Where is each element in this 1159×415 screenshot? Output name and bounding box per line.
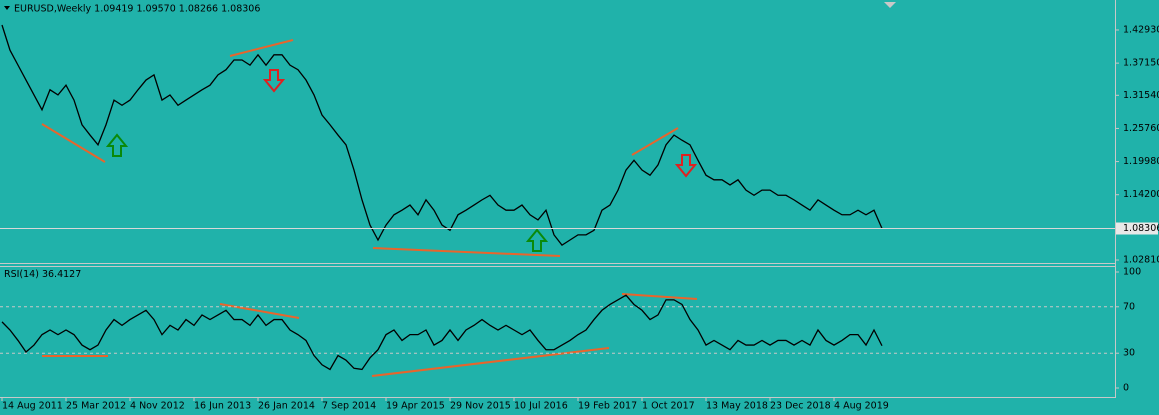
x-tick-label: 10 Jul 2016 bbox=[514, 401, 568, 412]
rsi-value: 36.4127 bbox=[42, 269, 81, 280]
buy-arrow bbox=[105, 133, 129, 157]
x-tick-label: 1 Oct 2017 bbox=[642, 401, 695, 412]
sell-arrow bbox=[674, 154, 698, 178]
trend-line bbox=[219, 303, 300, 319]
x-tick-label: 25 Mar 2012 bbox=[66, 401, 126, 412]
x-tick-label: 4 Aug 2019 bbox=[834, 401, 889, 412]
trend-line bbox=[372, 247, 561, 257]
y-tick-label: 70 bbox=[1123, 301, 1135, 312]
y-tick-label: 1.14200 bbox=[1123, 189, 1159, 200]
price-title: EURUSD,Weekly 1.09419 1.09570 1.08266 1.… bbox=[14, 4, 260, 15]
trend-line bbox=[41, 123, 106, 163]
y-tick-label: 100 bbox=[1123, 267, 1141, 278]
y-tick-label: 1.19980 bbox=[1123, 156, 1159, 167]
shift-marker bbox=[884, 2, 896, 8]
current-price-label: 1.08306 bbox=[1123, 223, 1159, 234]
current-price-box bbox=[1116, 222, 1158, 235]
buy-arrow bbox=[525, 228, 549, 252]
trend-line bbox=[631, 127, 679, 156]
y-tick-label: 1.02810 bbox=[1123, 255, 1159, 266]
x-tick-label: 26 Jan 2014 bbox=[258, 401, 315, 412]
trend-line bbox=[229, 39, 294, 57]
x-tick-label: 19 Apr 2015 bbox=[386, 401, 445, 412]
trend-line bbox=[371, 347, 610, 377]
sell-arrow bbox=[262, 69, 286, 93]
rsi-name: RSI(14) bbox=[4, 269, 39, 280]
y-tick-label: 30 bbox=[1123, 348, 1135, 359]
x-tick-label: 7 Sep 2014 bbox=[322, 401, 376, 412]
x-tick-label: 4 Nov 2012 bbox=[130, 401, 185, 412]
price-line bbox=[1, 24, 883, 247]
trend-line bbox=[621, 293, 698, 300]
y-tick-label: 1.42930 bbox=[1123, 24, 1159, 35]
y-tick-label: 1.25760 bbox=[1123, 123, 1159, 134]
price-line bbox=[1, 294, 883, 371]
x-tick-label: 19 Feb 2017 bbox=[578, 401, 637, 412]
x-tick-label: 13 May 2018 bbox=[706, 401, 768, 412]
x-tick-label: 29 Nov 2015 bbox=[450, 401, 511, 412]
rsi-title: RSI(14) 36.4127 bbox=[4, 269, 81, 280]
y-tick-label: 0 bbox=[1123, 383, 1129, 394]
annotations bbox=[41, 39, 698, 377]
x-tick-label: 16 Jun 2013 bbox=[194, 401, 251, 412]
y-tick-label: 1.37150 bbox=[1123, 58, 1159, 69]
y-tick-label: 1.31540 bbox=[1123, 90, 1159, 101]
menu-triangle bbox=[4, 6, 10, 10]
x-tick-label: 14 Aug 2011 bbox=[2, 401, 63, 412]
x-tick-label: 23 Dec 2018 bbox=[770, 401, 831, 412]
